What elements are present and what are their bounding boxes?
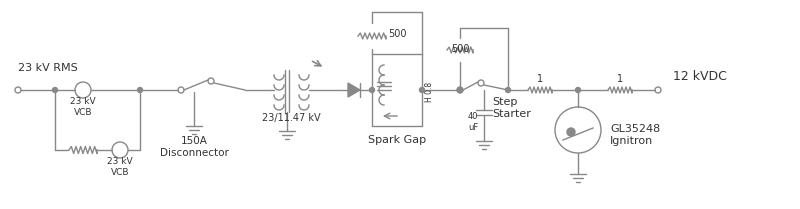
Text: 1: 1 <box>537 74 543 84</box>
Circle shape <box>370 88 374 93</box>
Text: 23/11.47 kV: 23/11.47 kV <box>262 113 320 123</box>
Text: GL35248
Ignitron: GL35248 Ignitron <box>610 124 660 146</box>
Circle shape <box>567 128 575 136</box>
Text: 500: 500 <box>450 44 470 54</box>
Text: Step
Starter: Step Starter <box>492 97 531 119</box>
Text: Spark Gap: Spark Gap <box>368 135 426 145</box>
Text: 40
uF: 40 uF <box>468 112 478 132</box>
Circle shape <box>419 88 425 93</box>
Circle shape <box>53 88 58 93</box>
Text: 12 kVDC: 12 kVDC <box>673 70 727 83</box>
Text: 23 kV
VCB: 23 kV VCB <box>107 157 133 177</box>
Text: 500: 500 <box>388 29 406 39</box>
Text: 1: 1 <box>617 74 623 84</box>
Text: 150A
Disconnector: 150A Disconnector <box>159 136 229 158</box>
Text: 23 kV RMS: 23 kV RMS <box>18 63 78 73</box>
Text: 23 kV
VCB: 23 kV VCB <box>70 97 96 117</box>
Circle shape <box>458 88 462 93</box>
Polygon shape <box>348 83 360 97</box>
Circle shape <box>506 88 510 93</box>
Circle shape <box>138 88 142 93</box>
Text: H 0.8: H 0.8 <box>425 82 434 102</box>
Circle shape <box>575 88 581 93</box>
